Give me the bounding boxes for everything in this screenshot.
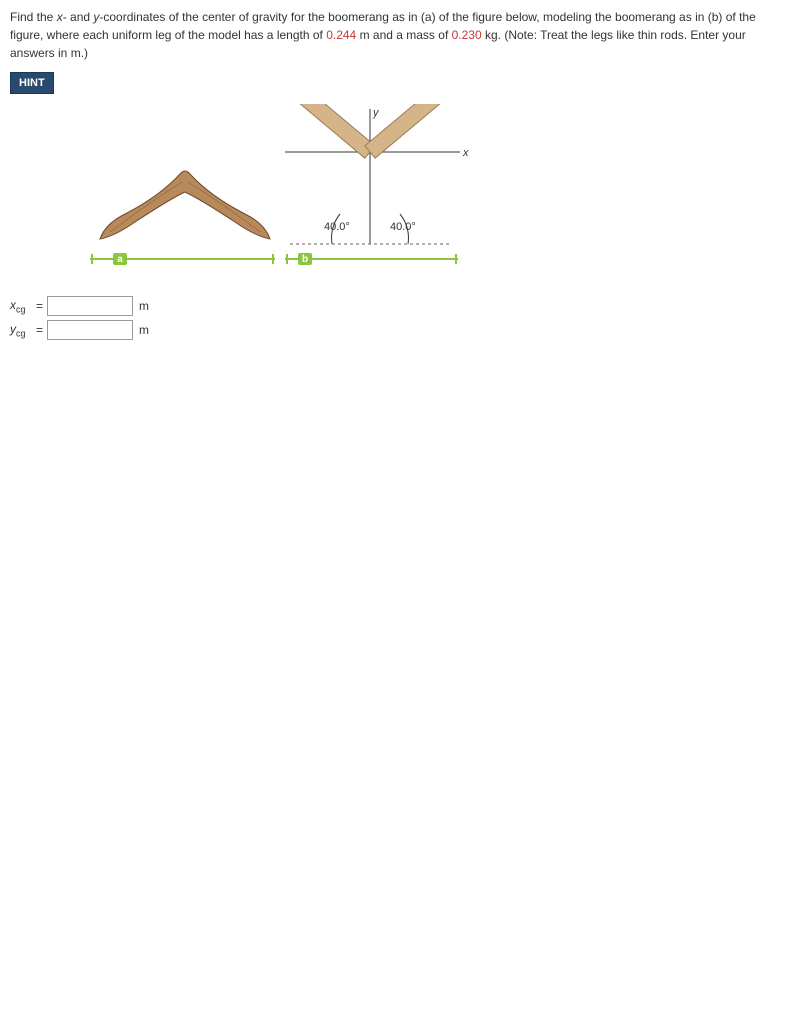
- x-axis-label: x: [462, 147, 469, 159]
- question-pre1: Find the: [10, 10, 57, 24]
- panel-b-model: y x 40.0° 40.0°: [281, 104, 469, 244]
- answers-area: xcg = m ycg = m: [10, 296, 781, 340]
- ycg-label: ycg: [10, 322, 32, 338]
- xcg-input[interactable]: [47, 296, 133, 316]
- ycg-sub: cg: [16, 328, 26, 338]
- boomerang-shape-icon: [100, 171, 270, 239]
- question-mid1: - and: [63, 10, 94, 24]
- figure-area: y x 40.0° 40.0°: [80, 104, 781, 284]
- xcg-row: xcg = m: [10, 296, 781, 316]
- xcg-sub: cg: [16, 304, 26, 314]
- ycg-equals: =: [36, 323, 43, 337]
- ycg-row: ycg = m: [10, 320, 781, 340]
- question-length-val: 0.244: [326, 28, 356, 42]
- ycg-input[interactable]: [47, 320, 133, 340]
- angle-label-right: 40.0°: [390, 221, 416, 233]
- left-rod: [281, 104, 376, 158]
- right-rod: [365, 104, 460, 158]
- angle-label-left: 40.0°: [324, 221, 350, 233]
- question-mid3: m and a mass of: [356, 28, 451, 42]
- panel-a-badge-label: a: [117, 254, 123, 265]
- figure-svg: y x 40.0° 40.0°: [80, 104, 480, 284]
- question-mass-val: 0.230: [452, 28, 482, 42]
- y-axis-label: y: [372, 107, 380, 119]
- panel-b-badge-label: b: [302, 254, 308, 265]
- hint-button[interactable]: HINT: [10, 72, 54, 94]
- panel-a-boomerang: [100, 171, 270, 239]
- question-text: Find the x- and y-coordinates of the cen…: [10, 8, 781, 62]
- xcg-equals: =: [36, 299, 43, 313]
- ycg-unit: m: [139, 323, 149, 337]
- xcg-unit: m: [139, 299, 149, 313]
- xcg-label: xcg: [10, 298, 32, 314]
